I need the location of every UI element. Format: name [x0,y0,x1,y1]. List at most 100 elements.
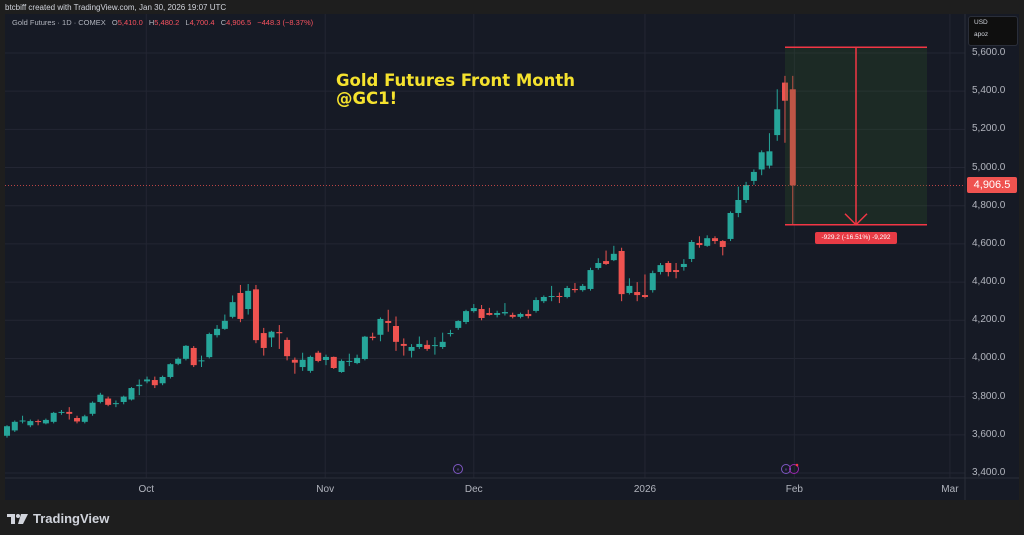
candle-body [587,270,594,289]
candle-up [463,309,470,325]
measure-tool[interactable] [785,46,927,226]
candle-up [19,415,26,424]
candle-body [447,333,454,335]
candle-up [727,211,734,242]
event-icon[interactable] [789,463,799,474]
candle-body [416,343,423,347]
open-value: 5,410.0 [117,18,143,27]
candle-body [704,238,711,246]
candle-down [603,250,610,265]
attribution-text: btcbiff created with TradingView.com, Ja… [5,3,227,12]
candle-up [50,411,57,424]
candle-body [112,403,119,405]
time-tick-label: Dec [464,484,483,495]
candle-up [766,133,773,169]
candle-up [533,297,540,313]
candle-body [338,360,345,373]
price-tick-label: 4,000.0 [972,352,1006,364]
price-tick-label: 5,200.0 [972,123,1006,135]
low-label: L [185,18,190,27]
candle-body [548,296,555,298]
candle-body [634,292,641,296]
candle-body [128,388,135,400]
candle-body [315,352,322,361]
candle-body [782,82,788,101]
event-icon[interactable]: » [453,464,463,474]
candle-up [587,267,594,291]
price-tick-label: 3,400.0 [972,467,1006,478]
candle-body [89,402,96,414]
candle-up [626,278,633,295]
candle-body [665,263,672,272]
candle-down [66,407,73,420]
candle-body [455,321,462,328]
candle-body [50,412,57,422]
candle-down [673,263,680,279]
time-tick-label: Oct [138,484,155,495]
time-tick-label: Nov [316,484,335,495]
candle-body [354,357,361,364]
candle-body [439,341,446,347]
candle-body [400,343,407,346]
price-tick-label: 4,600.0 [972,237,1006,249]
measure-label: -929.2 (-16.51%) -9,292 [815,231,897,244]
price-tick-label: 5,000.0 [972,161,1006,173]
candle-up [704,235,711,247]
candle-body [750,171,757,181]
candle-body [564,288,571,297]
candle-body [252,289,259,341]
candle-body [719,241,726,247]
candle-up [221,314,228,330]
arrow-down-icon [844,213,868,226]
low-value: 4,700.4 [189,18,215,27]
candle-down [385,309,392,332]
candle-body [105,398,112,405]
candle-down [696,236,703,248]
candle-body [696,242,703,246]
candle-down [789,75,796,225]
text-annotation[interactable]: Gold Futures Front Month @GC1! [336,72,575,108]
candle-down [719,240,726,256]
candle-up [455,320,462,330]
candle-up [4,425,10,438]
currency-unit-selector[interactable]: USD apoz [968,16,1018,46]
candle-body [276,332,283,334]
candle-up [758,150,765,176]
candle-body [307,356,314,371]
candle-body [66,411,73,414]
candle-up [540,295,547,304]
candle-body [501,312,508,314]
close-value: 4,906.5 [226,18,252,27]
event-icon[interactable]: » [781,464,791,474]
candle-body [424,344,431,349]
candle-body [789,89,796,186]
candle-down [74,415,81,424]
candle-down [237,284,244,323]
candle-up [447,329,454,337]
candle-body [610,253,617,261]
candle-body [361,336,368,360]
candle-body [673,270,680,272]
svg-text:»: » [457,467,460,473]
candle-up [657,263,664,275]
candle-up [136,379,143,396]
tradingview-logo[interactable]: TradingView [7,511,109,526]
candle-body [649,273,656,291]
candle-up [11,420,18,432]
candle-body [182,345,189,359]
candle-up [680,259,687,271]
symbol-name[interactable]: Gold Futures · 1D · COMEX [12,18,106,27]
price-tick-label: 3,600.0 [972,428,1006,440]
candle-down [711,236,718,244]
candle-body [19,420,26,422]
chart-panel[interactable] [5,14,1019,500]
candle-body [11,421,18,431]
candle-up [299,352,306,371]
candle-body [540,296,547,302]
candle-down [260,327,267,356]
price-tick-label: 4,200.0 [972,314,1006,326]
candle-down [424,340,431,351]
candle-down [400,338,407,356]
candle-body [641,295,648,297]
